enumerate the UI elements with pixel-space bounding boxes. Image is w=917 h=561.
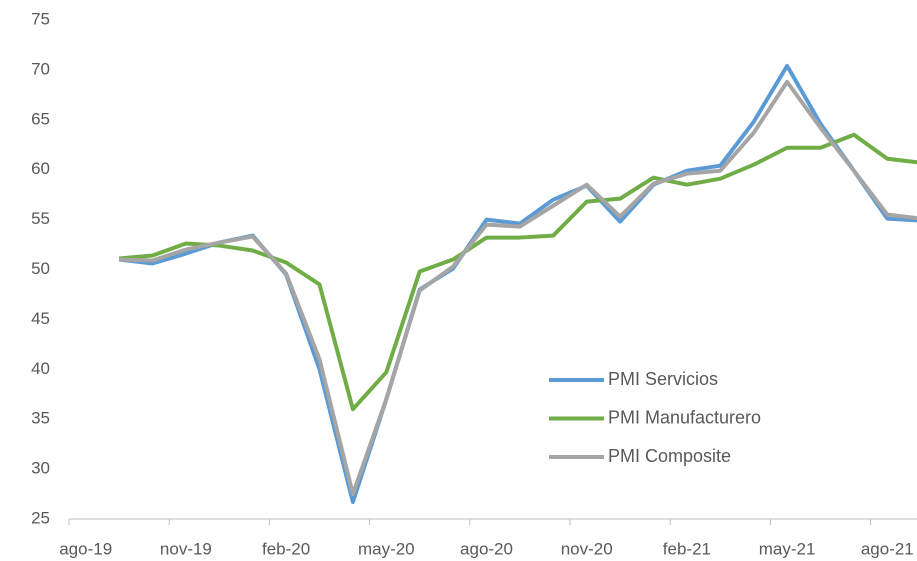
legend-label: PMI Servicios [608,369,718,389]
x-tick-label: nov-19 [160,539,212,558]
x-tick-label: may-20 [358,539,415,558]
y-tick-label: 35 [31,409,50,428]
series-line [119,79,917,497]
y-tick-label: 65 [31,109,50,128]
x-tick-label: ago-19 [59,539,112,558]
x-tick-label: ago-21 [861,539,914,558]
x-tick-label: nov-20 [561,539,613,558]
y-tick-label: 45 [31,309,50,328]
x-tick-label: ago-20 [460,539,513,558]
y-tick-label: 25 [31,508,50,527]
x-tick-label: may-21 [759,539,816,558]
y-tick-label: 40 [31,359,50,378]
y-tick-label: 50 [31,259,50,278]
x-tick-label: feb-20 [262,539,310,558]
y-tick-label: 60 [31,159,50,178]
x-tick-label: feb-21 [663,539,711,558]
series-line [118,132,917,412]
legend-label: PMI Manufacturero [608,407,761,427]
legend-label: PMI Composite [608,446,731,466]
series-line [118,63,917,505]
y-tick-label: 75 [31,9,50,28]
plot [118,63,917,505]
y-tick-label: 55 [31,209,50,228]
y-tick-label: 30 [31,459,50,478]
y-tick-label: 70 [31,59,50,78]
